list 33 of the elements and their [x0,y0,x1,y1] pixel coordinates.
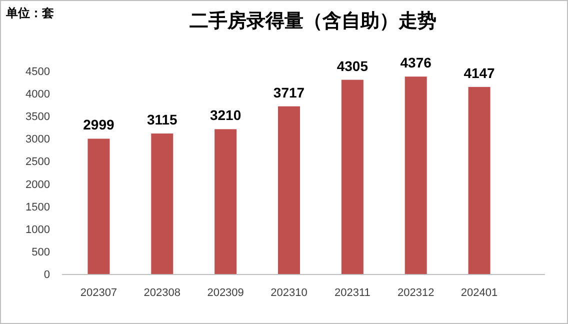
y-tick-label: 2500 [26,156,50,168]
y-tick-label: 1000 [26,224,50,236]
data-label: 4305 [336,58,368,74]
bar [278,106,300,274]
data-label: 4376 [400,54,432,71]
x-tick-label: 202310 [270,287,308,299]
bar [404,76,427,274]
y-axis-title: 单位：套 [5,6,54,20]
x-tick-label: 202401 [460,287,498,299]
x-tick-label: 202312 [398,287,434,299]
y-tick-label: 0 [44,269,50,281]
y-tick-label: 3000 [26,134,50,146]
x-tick-label: 202308 [144,287,180,299]
y-tick-label: 3500 [26,111,50,124]
data-label: 3210 [210,107,242,124]
x-tick-label: 202307 [80,287,118,299]
y-tick-label: 1500 [26,201,50,214]
x-tick-label: 202309 [207,287,244,299]
chart-title: 二手房录得量（含自助）走势 [190,10,436,32]
data-label: 3717 [273,84,305,100]
data-label: 4147 [464,64,496,81]
y-tick-label: 500 [32,246,50,258]
y-tick-label: 2000 [26,178,50,191]
bar [468,86,490,274]
bar [151,133,174,274]
y-tick-label: 4000 [26,88,50,101]
y-tick-label: 4500 [26,66,50,78]
bar [214,129,237,274]
bar [341,80,364,274]
data-label: 2999 [83,116,114,133]
data-label: 3115 [146,111,178,128]
bar [88,138,110,274]
x-tick-label: 202311 [334,287,370,299]
